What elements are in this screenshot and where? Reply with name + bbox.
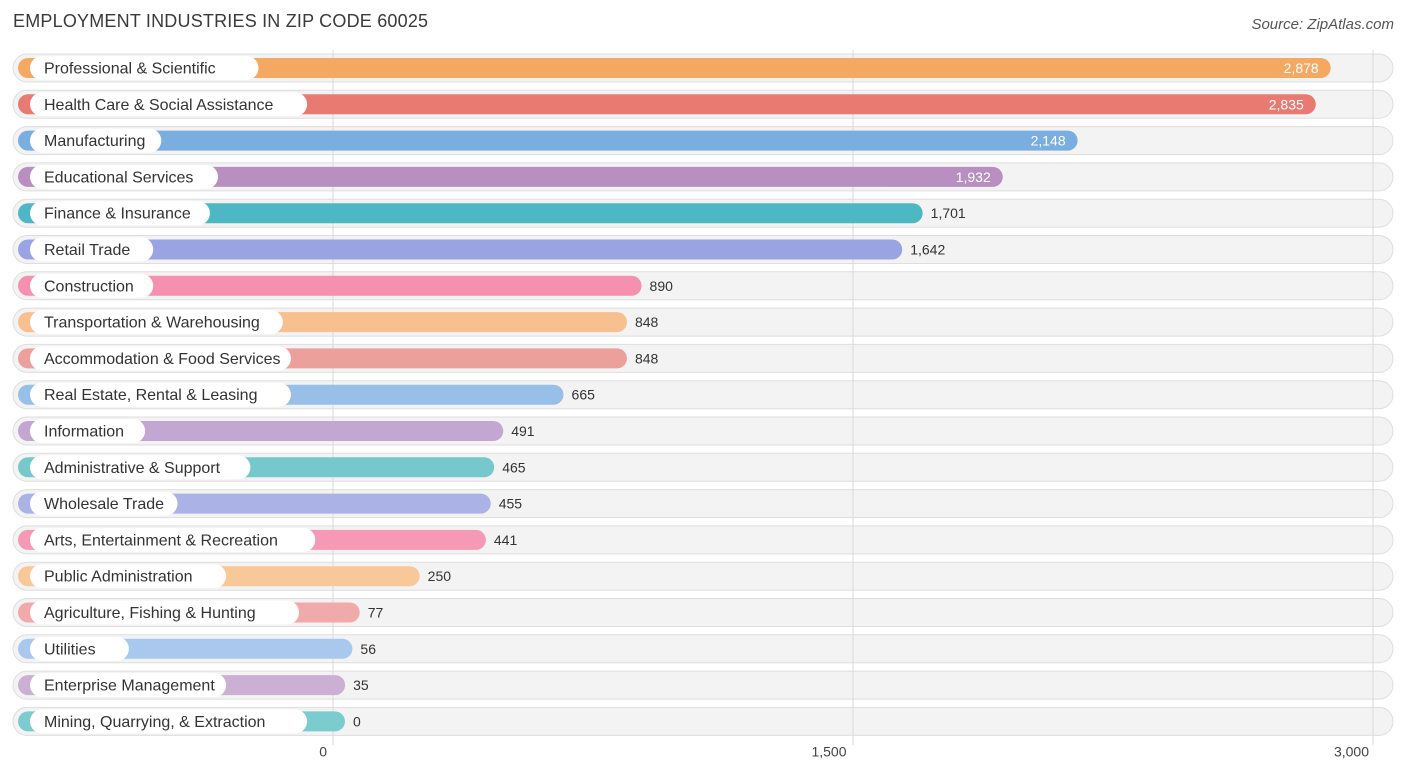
- category-label-pill: [30, 455, 251, 480]
- value-label: 250: [428, 568, 452, 584]
- value-label: 665: [572, 387, 596, 403]
- category-label-pill: [30, 382, 291, 407]
- category-label: Finance & Insurance: [44, 206, 191, 223]
- category-label-pill: [30, 346, 291, 371]
- category-label: Construction: [44, 278, 134, 295]
- value-label: 455: [499, 496, 523, 512]
- category-label: Enterprise Management: [44, 678, 215, 695]
- bar: [18, 275, 642, 296]
- value-label: 2,878: [1284, 60, 1319, 76]
- category-label-pill: [30, 56, 259, 80]
- category-label: Manufacturing: [44, 133, 145, 150]
- category-label: Mining, Quarrying, & Extraction: [44, 714, 265, 731]
- category-label: Professional & Scientific: [44, 61, 216, 78]
- category-label-pill: [30, 491, 178, 516]
- x-tick-label: 0: [319, 743, 327, 759]
- value-label: 77: [368, 605, 384, 621]
- value-label: 848: [635, 350, 659, 366]
- category-label-pill: [30, 164, 218, 189]
- value-label: 35: [353, 677, 369, 693]
- row-background: [12, 598, 1394, 627]
- value-label: 848: [635, 314, 659, 330]
- value-label: 2,148: [1031, 133, 1066, 149]
- category-label: Administrative & Support: [44, 460, 221, 477]
- bar: [18, 166, 1003, 187]
- category-label-pill: [30, 600, 299, 625]
- chart-header: EMPLOYMENT INDUSTRIES IN ZIP CODE 60025 …: [0, 0, 1406, 50]
- value-label: 2,835: [1269, 96, 1304, 112]
- value-label: 890: [650, 278, 674, 294]
- chart-source: Source: ZipAtlas.com: [1251, 16, 1394, 33]
- value-label: 441: [494, 532, 518, 548]
- category-label-pill: [30, 92, 308, 117]
- category-label: Real Estate, Rental & Leasing: [44, 387, 257, 404]
- x-tick-label: 1,500: [811, 743, 846, 759]
- category-label-pill: [30, 564, 227, 589]
- category-label-pill: [30, 237, 154, 262]
- category-label: Educational Services: [44, 169, 193, 186]
- value-label: 1,701: [931, 205, 966, 221]
- category-label: Utilities: [44, 641, 96, 658]
- value-label: 56: [360, 641, 376, 657]
- category-label: Agriculture, Fishing & Hunting: [44, 605, 256, 622]
- category-label: Public Administration: [44, 569, 193, 586]
- bar: [18, 94, 1316, 115]
- category-label-pill: [30, 636, 129, 661]
- value-label: 0: [353, 713, 361, 729]
- bar: [18, 239, 903, 260]
- category-label: Wholesale Trade: [44, 496, 164, 513]
- category-label-pill: [30, 673, 227, 698]
- category-label: Health Care & Social Assistance: [44, 97, 274, 114]
- bar: [18, 58, 1331, 78]
- category-label: Arts, Entertainment & Recreation: [44, 532, 278, 549]
- value-label: 465: [502, 459, 526, 475]
- row-background: [12, 706, 1394, 736]
- value-label: 1,932: [956, 169, 991, 185]
- category-label-pill: [30, 527, 316, 552]
- category-label-pill: [30, 310, 283, 335]
- category-label-pill: [30, 709, 308, 734]
- bar: [18, 203, 923, 224]
- category-label: Retail Trade: [44, 242, 130, 259]
- category-label-pill: [30, 419, 146, 443]
- category-label-pill: [30, 201, 210, 226]
- chart-title: EMPLOYMENT INDUSTRIES IN ZIP CODE 60025: [13, 11, 429, 31]
- value-label: 491: [511, 423, 535, 439]
- x-tick-label: 3,000: [1334, 743, 1369, 759]
- row-background: [12, 634, 1394, 664]
- value-label: 1,642: [910, 242, 945, 258]
- bar: [18, 130, 1078, 151]
- category-label: Accommodation & Food Services: [44, 351, 281, 368]
- category-label-pill: [30, 273, 154, 298]
- category-label: Transportation & Warehousing: [44, 315, 260, 332]
- category-label-pill: [30, 128, 162, 153]
- category-label: Information: [44, 424, 124, 441]
- row-background: [12, 670, 1394, 700]
